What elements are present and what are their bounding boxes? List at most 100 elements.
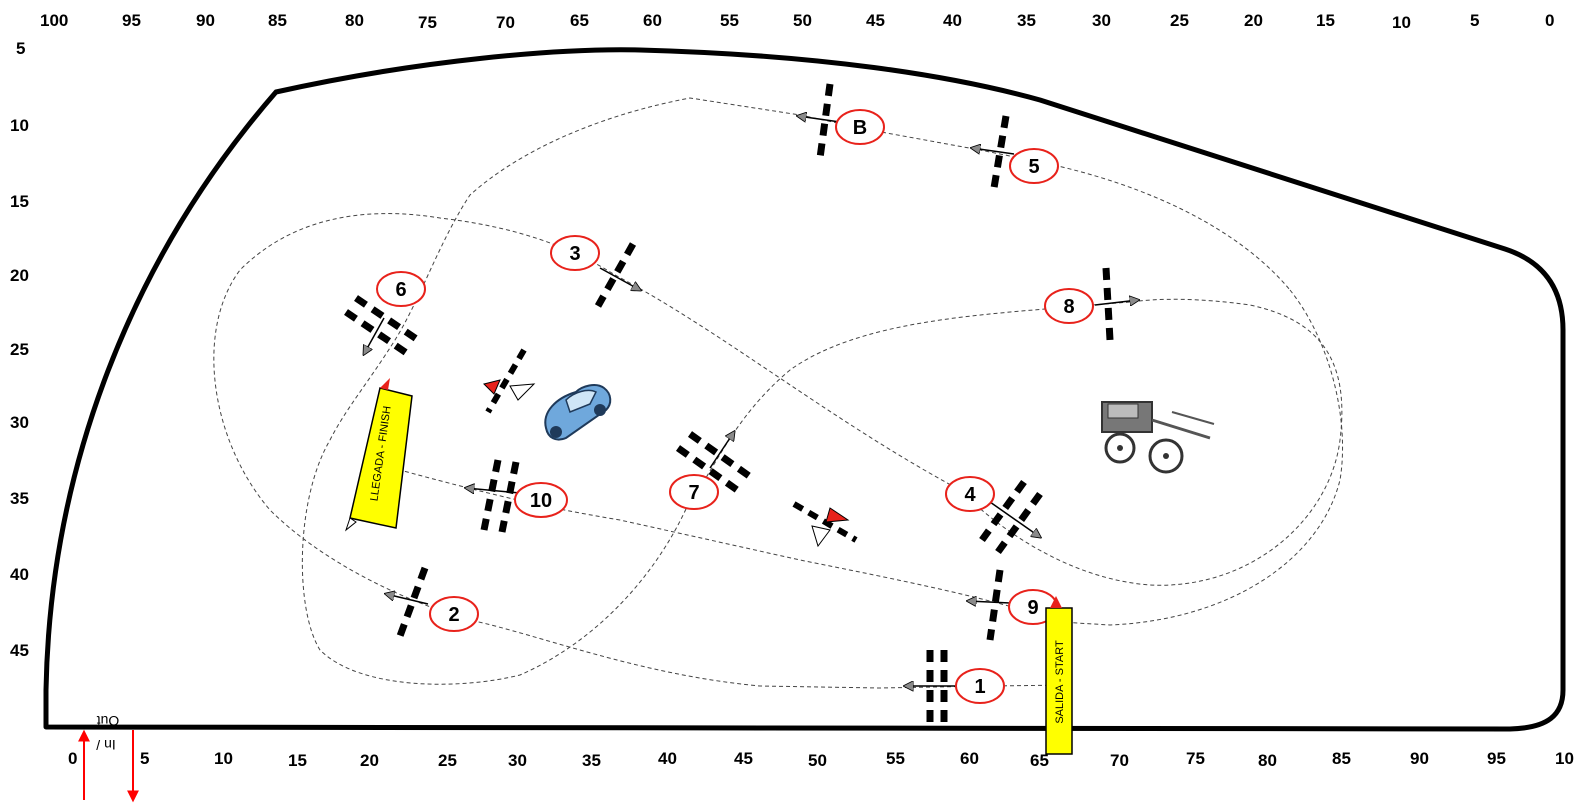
gate-number-circle: [429, 596, 479, 632]
top-tick: 0: [1545, 11, 1554, 30]
top-tick: 5: [1470, 11, 1479, 30]
bottom-tick: 15: [288, 751, 307, 770]
bottom-axis: 0 5 10 15 20 25 30 35 40 45 50 55 60 65 …: [68, 749, 1574, 770]
left-tick: 30: [10, 413, 29, 432]
gate-8: 8: [1044, 267, 1138, 341]
top-tick: 60: [643, 11, 662, 30]
gate-2: 2: [386, 566, 479, 638]
direction-arrow: [466, 488, 521, 493]
top-tick: 90: [196, 11, 215, 30]
gate-number: 2: [448, 604, 459, 626]
gate-number: B: [853, 117, 867, 139]
gate-number-circle: [835, 109, 885, 145]
carriage-icon: [1101, 401, 1215, 474]
flag-obstacle-left: [483, 348, 536, 414]
gate-pole: [986, 569, 1004, 641]
top-tick: 100: [40, 11, 68, 30]
gate-number-circle: [514, 482, 568, 518]
top-tick: 45: [866, 11, 885, 30]
gate-number-circle: [1044, 288, 1094, 324]
top-tick: 65: [570, 11, 589, 30]
gate-pole: [990, 115, 1010, 189]
top-tick: 95: [122, 11, 141, 30]
gate-poles: [926, 650, 948, 725]
gate-number-circle: [376, 271, 426, 307]
bottom-tick: 10: [1555, 749, 1574, 768]
direction-arrow: [599, 267, 640, 290]
gate-b: B: [798, 83, 885, 159]
arena-outline: [43, 47, 1566, 732]
gate-number-circle: [955, 668, 1005, 704]
gate-number: 3: [569, 243, 580, 265]
left-tick: 35: [10, 489, 29, 508]
left-tick: 10: [10, 116, 29, 135]
top-axis: 100 95 90 85 80 75 70 65 60 55 50 45 40 …: [40, 11, 1554, 32]
top-tick: 30: [1092, 11, 1111, 30]
left-tick: 15: [10, 192, 29, 211]
gate-number: 9: [1027, 597, 1038, 619]
gate-number: 1: [974, 676, 985, 698]
bottom-tick: 35: [582, 751, 601, 770]
bottom-tick: 30: [508, 751, 527, 770]
bottom-tick: 85: [1332, 749, 1351, 768]
car-icon: [544, 384, 612, 441]
gate-number: 7: [688, 482, 699, 504]
gate-9: 9: [968, 569, 1058, 641]
top-tick: 10: [1392, 13, 1411, 32]
left-tick: 45: [10, 641, 29, 660]
entrance-in-label: In /: [96, 737, 116, 753]
bottom-tick: 60: [960, 749, 979, 768]
gate-6: 6: [344, 271, 426, 357]
bottom-tick: 55: [886, 749, 905, 768]
top-tick: 50: [793, 11, 812, 30]
gate-1: 1: [905, 650, 1005, 725]
gate-poles: [480, 459, 520, 533]
gate-number: 10: [530, 490, 552, 512]
gate-10: 10: [466, 459, 568, 533]
gate-number: 6: [395, 279, 406, 301]
gate-number-circle: [550, 235, 600, 271]
top-tick: 35: [1017, 11, 1036, 30]
start-banner-label: SALIDA - START: [1054, 640, 1066, 724]
top-tick: 80: [345, 11, 364, 30]
top-tick: 75: [418, 13, 437, 32]
bottom-tick: 10: [214, 749, 233, 768]
direction-arrow: [972, 148, 1015, 155]
bottom-tick: 70: [1110, 751, 1129, 770]
gate-number-circle: [945, 476, 995, 512]
top-tick: 40: [943, 11, 962, 30]
gate-5: 5: [972, 115, 1059, 189]
bottom-tick: 5: [140, 749, 149, 768]
bottom-tick: 95: [1487, 749, 1506, 768]
gate-pole: [594, 242, 637, 308]
gate-poles: [675, 431, 755, 495]
finish-banner: LLEGADA - FINISH: [344, 378, 413, 532]
gate-4: 4: [945, 476, 1043, 555]
bottom-tick: 80: [1258, 751, 1277, 770]
gate-pole: [1102, 267, 1114, 341]
bottom-tick: 50: [808, 751, 827, 770]
entrance-out-label: Out: [97, 713, 120, 729]
bottom-tick: 65: [1030, 751, 1049, 770]
top-tick: 85: [268, 11, 287, 30]
direction-arrow: [364, 317, 385, 354]
gate-pole: [816, 83, 834, 159]
left-tick: 5: [16, 39, 25, 58]
flag-obstacle-center: [792, 501, 858, 548]
bottom-tick: 75: [1186, 749, 1205, 768]
direction-arrow: [968, 601, 1011, 603]
direction-arrow: [1094, 300, 1138, 305]
top-tick: 20: [1244, 11, 1263, 30]
gate-poles: [979, 479, 1043, 555]
left-tick: 20: [10, 266, 29, 285]
direction-arrow: [798, 116, 841, 123]
gate-7: 7: [669, 431, 755, 510]
gate-number: 4: [964, 484, 976, 506]
entrance: Out In /: [78, 713, 139, 803]
gate-number: 5: [1028, 156, 1039, 178]
direction-arrow: [709, 432, 734, 469]
top-tick: 15: [1316, 11, 1335, 30]
top-tick: 70: [496, 13, 515, 32]
gate-poles: [344, 295, 420, 357]
